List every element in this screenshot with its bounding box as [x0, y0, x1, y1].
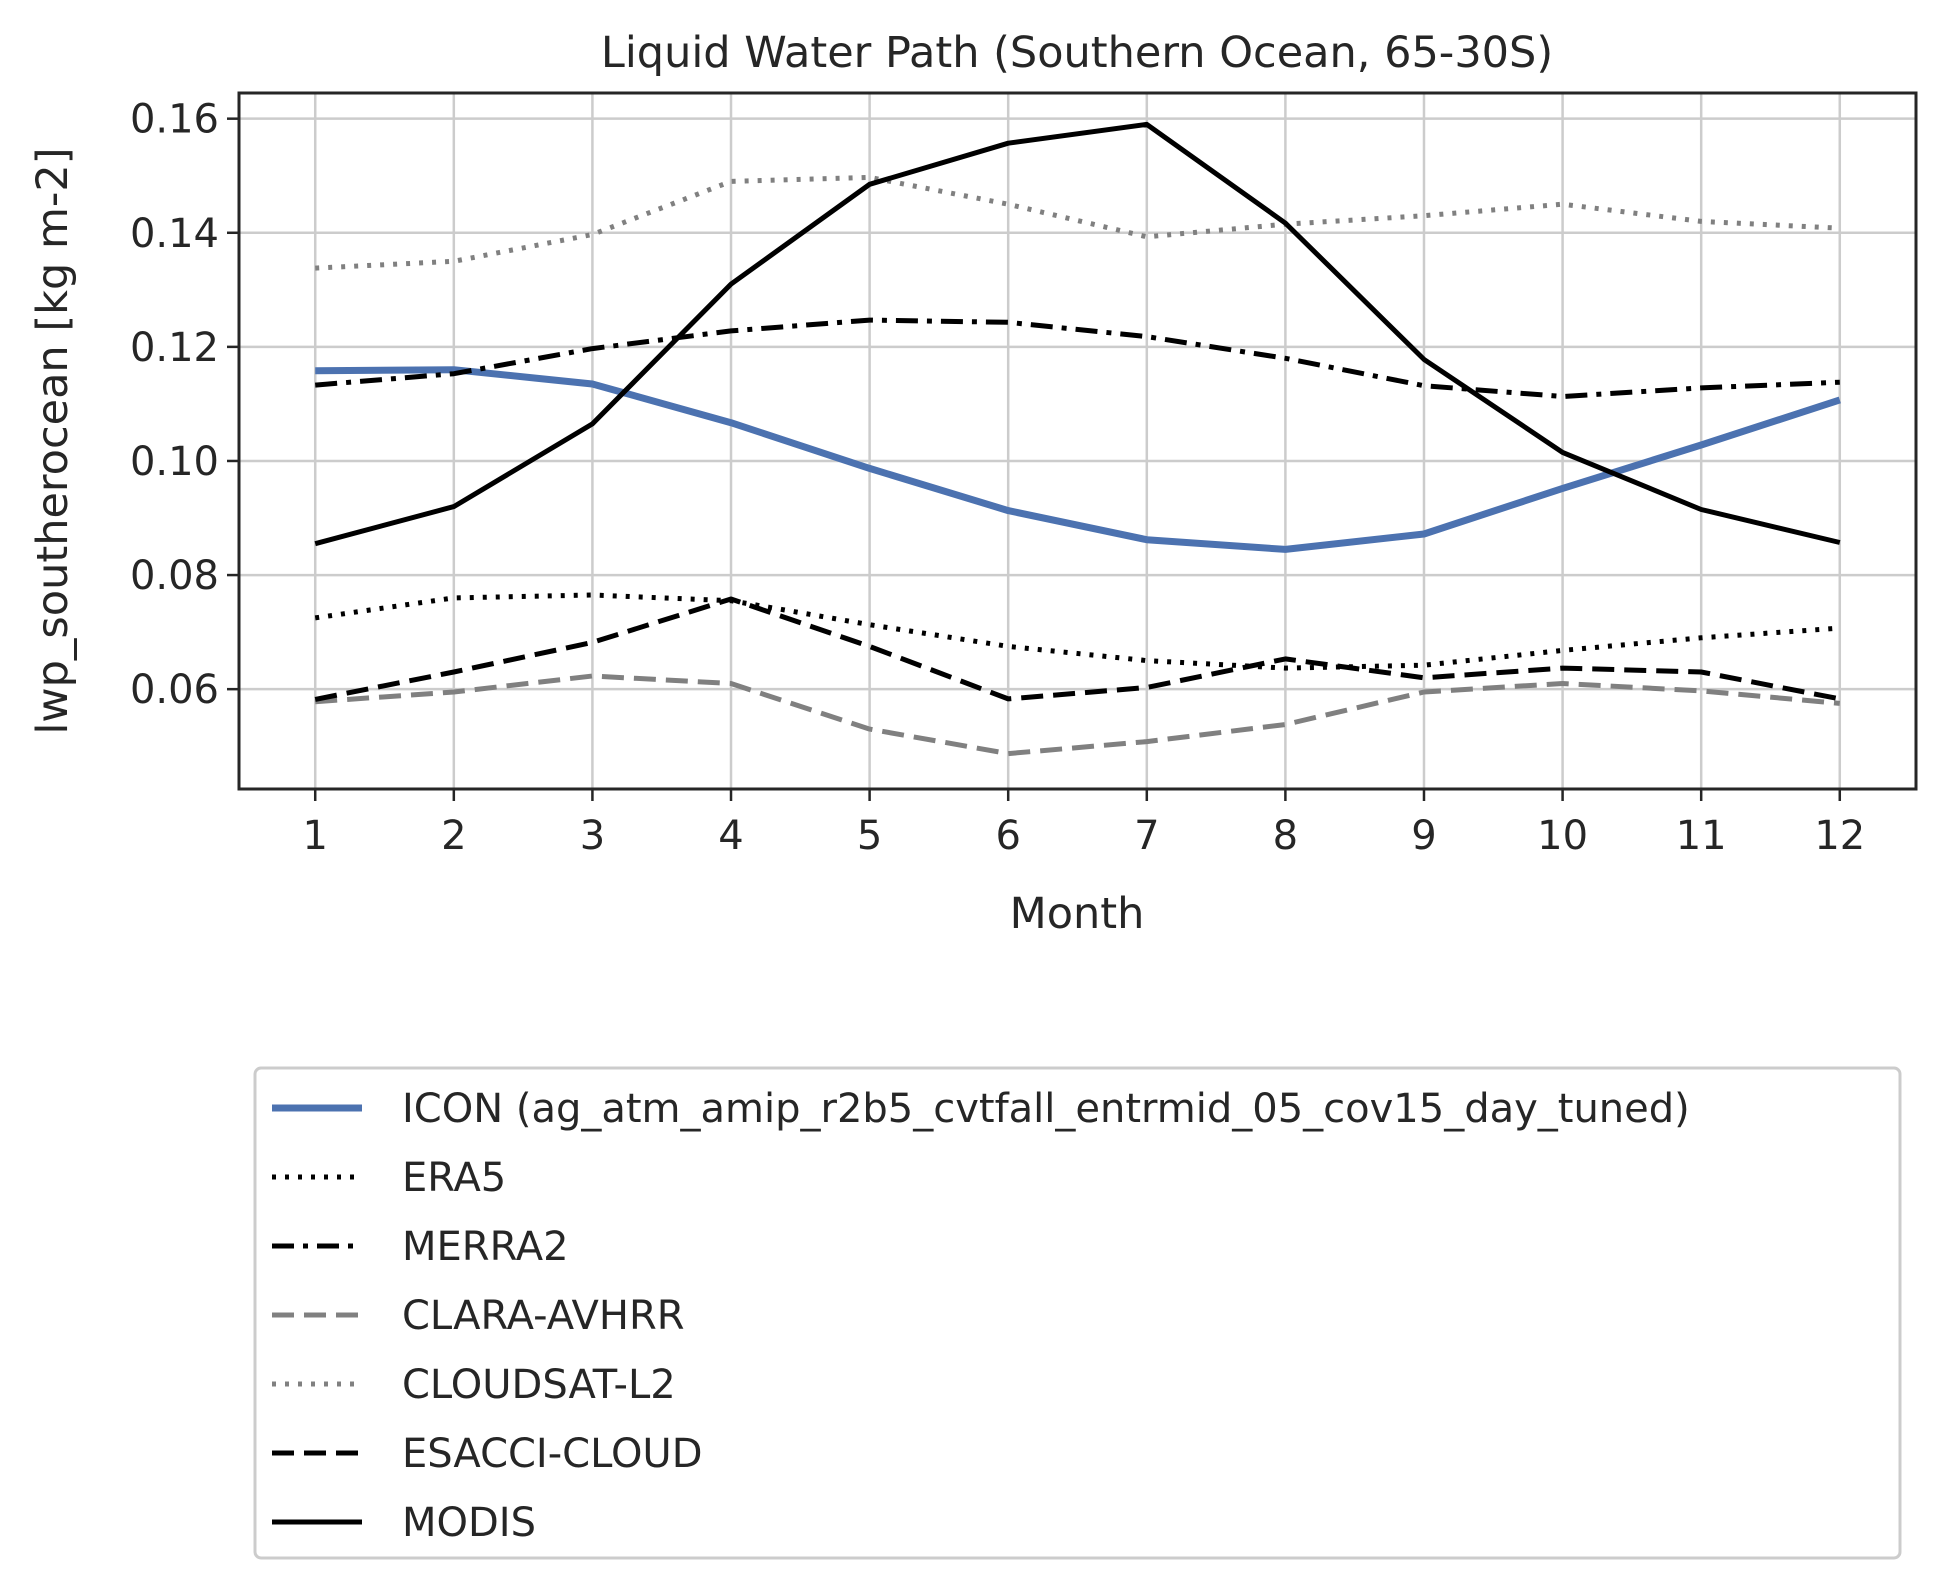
legend-label: ICON (ag_atm_amip_r2b5_cvtfall_entrmid_0… — [402, 1086, 1690, 1132]
x-tick-label: 1 — [303, 813, 328, 859]
legend-label: CLOUDSAT-L2 — [402, 1362, 676, 1408]
x-tick-label: 5 — [857, 813, 882, 859]
y-tick-label: 0.06 — [130, 667, 219, 713]
x-tick-label: 2 — [441, 813, 466, 859]
chart-title: Liquid Water Path (Southern Ocean, 65-30… — [601, 28, 1553, 78]
x-tick-label: 4 — [718, 813, 743, 859]
x-tick-label: 10 — [1537, 813, 1588, 859]
x-tick-label: 8 — [1273, 813, 1298, 859]
y-tick-label: 0.08 — [130, 553, 219, 599]
legend-label: MODIS — [402, 1500, 536, 1546]
x-tick-label: 6 — [995, 813, 1020, 859]
legend-label: ERA5 — [402, 1155, 506, 1201]
x-axis-label: Month — [1010, 889, 1145, 939]
legend: ICON (ag_atm_amip_r2b5_cvtfall_entrmid_0… — [255, 1068, 1900, 1558]
x-tick-label: 3 — [580, 813, 605, 859]
legend-label: ESACCI-CLOUD — [402, 1431, 703, 1477]
x-tick-label: 12 — [1814, 813, 1865, 859]
x-tick-label: 7 — [1134, 813, 1159, 859]
x-tick-label: 11 — [1676, 813, 1727, 859]
legend-label: CLARA-AVHRR — [402, 1293, 685, 1339]
y-tick-label: 0.14 — [130, 211, 219, 257]
x-tick-label: 9 — [1411, 813, 1436, 859]
y-tick-label: 0.16 — [130, 97, 219, 143]
y-tick-label: 0.12 — [130, 325, 219, 371]
y-tick-label: 0.10 — [130, 439, 219, 485]
y-axis-label: lwp_southerocean [kg m-2] — [28, 147, 78, 734]
legend-label: MERRA2 — [402, 1224, 569, 1270]
